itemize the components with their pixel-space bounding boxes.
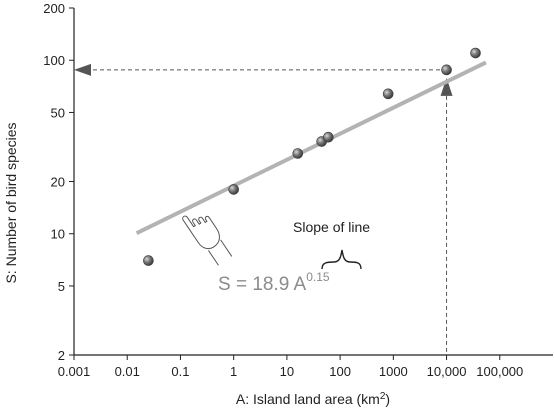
x-tick-label: 10 — [280, 364, 294, 379]
y-tick-label: 200 — [43, 1, 65, 16]
x-tick-label: 100,000 — [476, 364, 523, 379]
data-point — [470, 47, 481, 59]
fit-line — [135, 60, 487, 236]
x-axis-title-main: A: Island land area (km — [236, 391, 380, 407]
x-axis-title-end: ) — [385, 391, 390, 407]
x-tick-label: 0.01 — [115, 364, 140, 379]
y-tick-label: 5 — [58, 279, 65, 294]
y-axis-title: S: Number of bird species — [3, 122, 19, 283]
reference-lines — [74, 63, 453, 355]
annotations: Slope of line S = 18.9 A0.15 — [182, 215, 370, 295]
data-point — [382, 88, 394, 100]
y-tick-label: 50 — [51, 105, 65, 120]
slope-brace — [321, 249, 362, 270]
equation: S = 18.9 A0.15 — [218, 270, 330, 295]
data-point — [228, 184, 239, 195]
x-axis-title-sup: 2 — [380, 391, 386, 402]
data-point — [323, 131, 334, 143]
y-ticks: 2 5 10 20 50 100 200 — [43, 1, 74, 363]
x-tick-label: 1 — [230, 364, 237, 379]
x-tick-label: 0.001 — [58, 364, 91, 379]
pointing-hand-icon — [182, 215, 233, 266]
data-points — [143, 47, 481, 266]
y-tick-label: 20 — [51, 175, 65, 190]
equation-main: S = 18.9 A — [218, 274, 307, 295]
data-point — [143, 255, 154, 266]
data-point — [292, 148, 304, 159]
data-point — [441, 64, 452, 76]
y-tick-label: 100 — [43, 53, 65, 68]
x-tick-label: 1000 — [379, 364, 408, 379]
x-tick-label: 0.1 — [171, 364, 189, 379]
arrow-left-icon — [74, 63, 91, 76]
slope-label: Slope of line — [293, 219, 370, 235]
y-tick-label: 10 — [51, 227, 65, 242]
arrow-up-icon — [440, 77, 453, 96]
axes — [73, 8, 553, 356]
x-ticks: 0.001 0.01 0.1 1 10 100 1000 10,000 100,000 — [58, 355, 523, 379]
x-tick-label: 10,000 — [427, 364, 467, 379]
x-axis-title: A: Island land area (km2) — [236, 391, 390, 407]
x-tick-label: 100 — [329, 364, 351, 379]
equation-exponent: 0.15 — [306, 270, 330, 284]
y-tick-label: 2 — [58, 348, 65, 363]
